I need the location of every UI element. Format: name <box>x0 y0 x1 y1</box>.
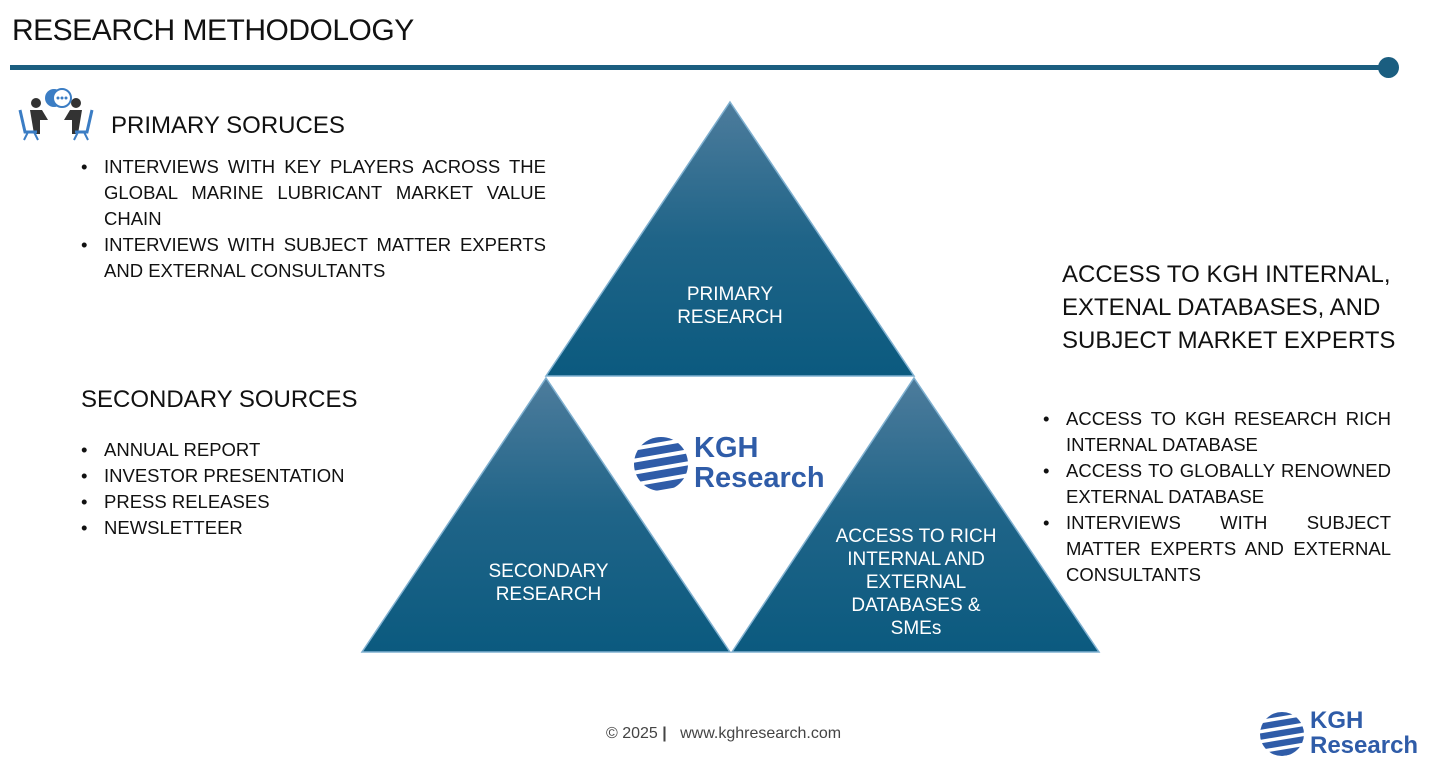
secondary-research-label: SECONDARY RESEARCH <box>488 561 609 605</box>
secondary-sources-heading: SECONDARY SOURCES <box>81 386 358 413</box>
website-link[interactable]: www.kghresearch.com <box>680 725 842 742</box>
logo-text-kgh: KGH <box>694 432 759 464</box>
access-triangle <box>730 376 1101 653</box>
logo-text-research: Research <box>1310 732 1419 759</box>
title-divider <box>10 65 1388 70</box>
secondary-sources-list: ANNUAL REPORT INVESTOR PRESENTATION PRES… <box>81 437 381 541</box>
list-item: INVESTOR PRESENTATION <box>81 463 381 489</box>
list-item: ANNUAL REPORT <box>81 437 381 463</box>
globe-icon <box>632 437 690 493</box>
list-item: INTERVIEWS WITH KEY PLAYERS ACROSS THE G… <box>81 154 546 232</box>
logo-text-kgh: KGH <box>1310 707 1364 734</box>
access-label: ACCESS TO RICH INTERNAL AND EXTERNAL DAT… <box>835 526 997 639</box>
access-list: ACCESS TO KGH RESEARCH RICH INTERNAL DAT… <box>1043 406 1391 588</box>
list-item: INTERVIEWS WITH SUBJECT MATTER EXPERTS A… <box>81 232 546 284</box>
meeting-icon <box>18 88 94 141</box>
list-item: NEWSLETTEER <box>81 515 381 541</box>
footer: © 2025 | www.kghresearch.com <box>606 725 842 742</box>
primary-research-label: PRIMARY RESEARCH <box>677 284 783 328</box>
page-title: RESEARCH METHODOLOGY <box>12 14 414 47</box>
list-item: PRESS RELEASES <box>81 489 381 515</box>
list-item: ACCESS TO KGH RESEARCH RICH INTERNAL DAT… <box>1043 406 1391 458</box>
primary-sources-heading: PRIMARY SORUCES <box>111 112 345 139</box>
primary-research-triangle <box>544 100 916 377</box>
secondary-research-triangle <box>360 376 732 653</box>
list-item: ACCESS TO GLOBALLY RENOWNED EXTERNAL DAT… <box>1043 458 1391 510</box>
list-item: INTERVIEWS WITH SUBJECT MATTER EXPERTS A… <box>1043 510 1391 588</box>
access-heading: ACCESS TO KGH INTERNAL, EXTENAL DATABASE… <box>1062 261 1396 354</box>
divider-end-dot <box>1378 57 1399 78</box>
copyright: © 2025 <box>606 725 658 742</box>
logo-text-research: Research <box>694 462 825 494</box>
globe-icon <box>1258 712 1306 758</box>
primary-sources-list: INTERVIEWS WITH KEY PLAYERS ACROSS THE G… <box>81 154 546 284</box>
